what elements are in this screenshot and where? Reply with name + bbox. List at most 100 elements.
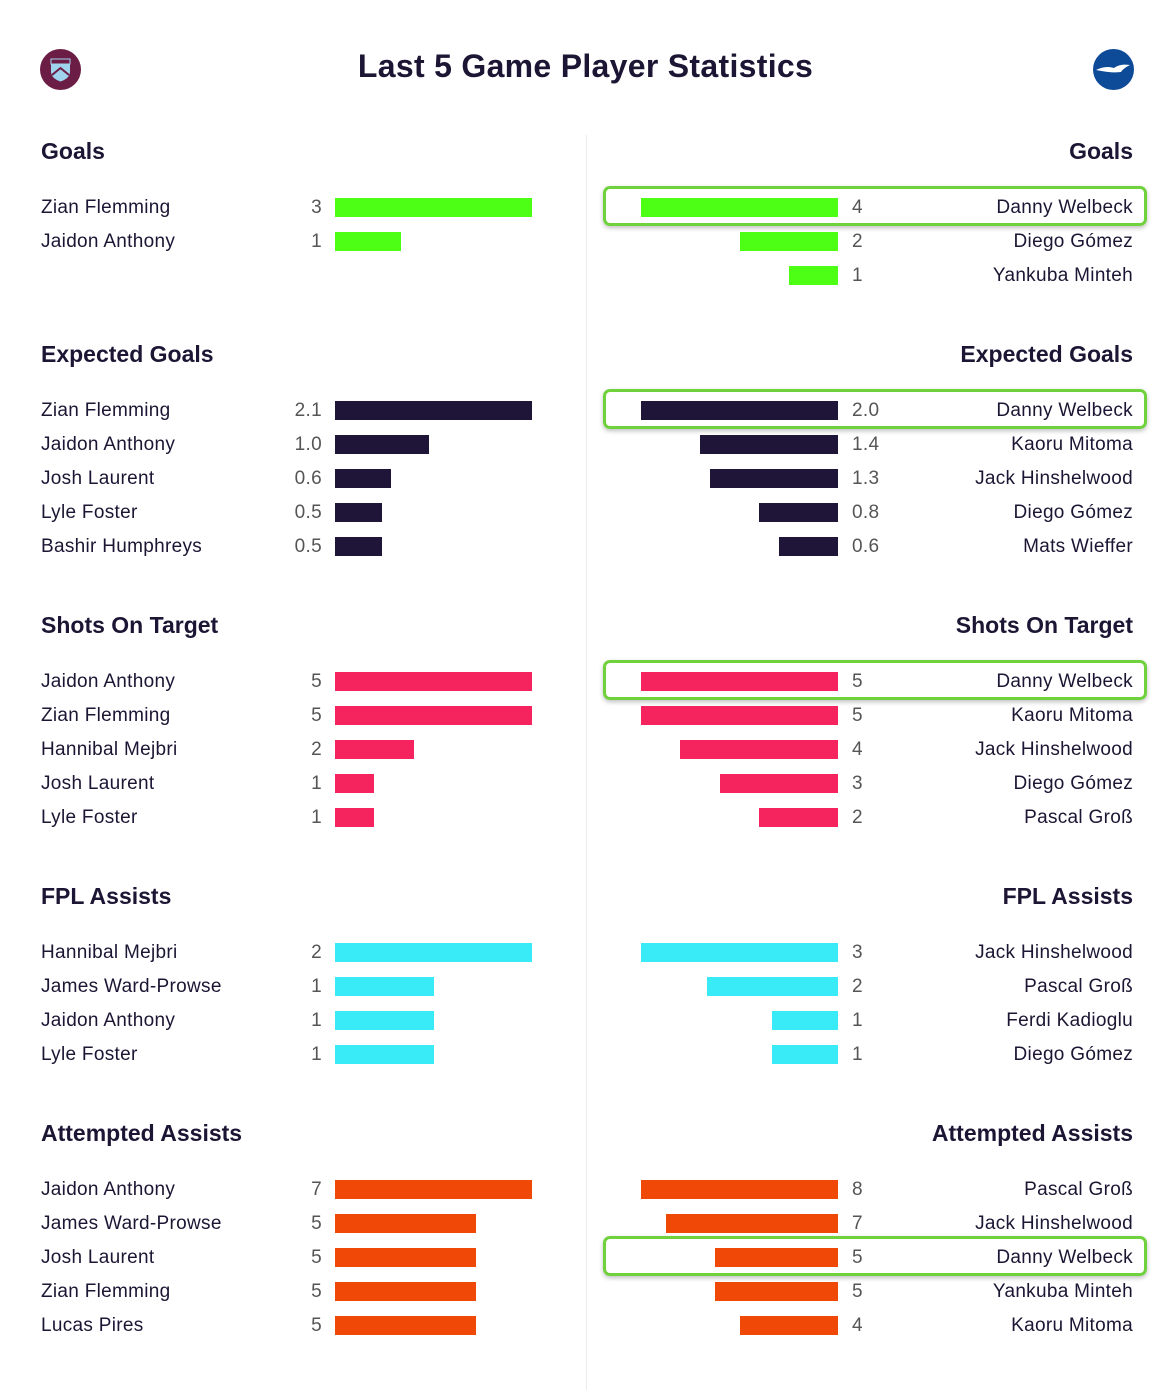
stat-value: 5 [852,705,863,726]
stat-bar [641,198,838,217]
stat-bar [335,232,401,251]
section-heading: Shots On Target [41,612,219,638]
stat-value: 2 [852,231,863,252]
stat-value: 3 [852,773,863,794]
player-stat-row: Jaidon Anthony 1 [0,225,586,259]
right-team-column: Expected Goals Danny Welbeck 2.0 Kaoru Mito… [586,339,1171,564]
highlight-box [603,389,1147,429]
stat-value: 5 [852,1247,863,1268]
stat-value: 1 [311,1010,322,1031]
player-stat-row: Jaidon Anthony 1 [0,1004,586,1038]
stat-value: 5 [852,671,863,692]
player-name: Ferdi Kadioglu [1006,1010,1133,1031]
stat-bar [335,1282,476,1301]
player-stat-row: Lyle Foster 1 [0,1038,586,1072]
player-stat-row: Kaoru Mitoma 1.4 [586,428,1171,462]
stat-bar [335,774,375,793]
player-stat-row: Pascal Groß 2 [586,801,1171,835]
player-stat-row: Jaidon Anthony 7 [0,1173,586,1207]
stat-section: Attempted Assists Jaidon Anthony 7 James Wa… [0,1118,1171,1343]
player-stat-row: Diego Gómez 0.8 [586,496,1171,530]
stat-value: 7 [852,1213,863,1234]
section-heading: Expected Goals [41,341,214,367]
player-name: Josh Laurent [41,773,155,794]
section-heading: Attempted Assists [931,1120,1133,1146]
stat-bar [335,1316,476,1335]
player-stat-row: Kaoru Mitoma 4 [586,1309,1171,1343]
player-stat-row: Lyle Foster 1 [0,801,586,835]
stat-bar [739,232,838,251]
player-name: Lucas Pires [41,1315,144,1336]
right-team-column: Shots On Target Danny Welbeck 5 Kaoru Mitom… [586,610,1171,835]
player-name: Lyle Foster [41,502,138,523]
stat-bar [739,1316,838,1335]
player-stat-row: Bashir Humphreys 0.5 [0,530,586,564]
player-name: Kaoru Mitoma [1011,705,1133,726]
player-name: Jack Hinshelwood [975,942,1133,963]
stat-bar [641,401,838,420]
player-stat-row: Zian Flemming 5 [0,1275,586,1309]
stat-value: 3 [852,942,863,963]
stat-value: 2 [852,976,863,997]
right-team-column: Attempted Assists Pascal Groß 8 Jack Hinshe… [586,1118,1171,1343]
left-team-column: Goals Zian Flemming 3 Jaidon Anthony 1 [0,136,586,293]
player-name: Jack Hinshelwood [975,1213,1133,1234]
stat-bar [335,503,382,522]
stat-value: 1 [311,976,322,997]
stat-bar [335,1180,532,1199]
player-stat-row: Diego Gómez 2 [586,225,1171,259]
highlight-box [603,660,1147,700]
player-stat-row: Danny Welbeck 5 [586,660,1171,700]
player-name: Jaidon Anthony [41,1010,176,1031]
brighton-seagull-logo [1093,49,1134,90]
section-heading: Expected Goals [960,341,1133,367]
player-name: Diego Gómez [1013,1044,1133,1065]
player-name: Diego Gómez [1013,502,1133,523]
player-name: Diego Gómez [1013,231,1133,252]
stat-bar [680,740,838,759]
player-name: Zian Flemming [41,197,171,218]
section-heading: FPL Assists [41,883,172,909]
stat-bar [719,774,838,793]
west-ham-crest-logo [40,49,81,90]
stat-value: 0.8 [852,502,880,523]
player-stat-row: Jack Hinshelwood 3 [586,936,1171,970]
section-heading: Goals [1069,138,1133,164]
stat-value: 4 [852,739,863,760]
stat-bar [714,1282,838,1301]
stat-bar [335,1045,434,1064]
section-heading: Goals [41,138,105,164]
stat-value: 2.0 [852,400,880,421]
player-name: Danny Welbeck [996,671,1133,692]
stat-value: 8 [852,1179,863,1200]
player-stat-row: Pascal Groß 8 [586,1173,1171,1207]
stat-bar [641,706,838,725]
player-name: Pascal Groß [1024,1179,1133,1200]
player-stat-row: Zian Flemming 3 [0,191,586,225]
player-name: Zian Flemming [41,705,171,726]
player-stat-row: Danny Welbeck 4 [586,186,1171,226]
stat-bar [335,1214,476,1233]
stat-section: Goals Zian Flemming 3 Jaidon Anthony 1 Goals D… [0,136,1171,293]
stat-bar [706,977,838,996]
stat-value: 2.1 [294,400,322,421]
stat-bar [772,1011,838,1030]
player-stat-row: Danny Welbeck 2.0 [586,389,1171,429]
player-name: James Ward-Prowse [41,1213,222,1234]
stat-value: 0.6 [294,468,322,489]
stat-bar [335,1011,434,1030]
player-name: Lyle Foster [41,1044,138,1065]
stat-bar [788,266,838,285]
player-name: Mats Wieffer [1023,536,1133,557]
player-stat-row: Lucas Pires 5 [0,1309,586,1343]
player-name: Jaidon Anthony [41,434,176,455]
player-name: Zian Flemming [41,1281,171,1302]
stat-bar [335,469,392,488]
player-name: Josh Laurent [41,1247,155,1268]
stat-value: 1 [311,773,322,794]
stat-bar [778,537,838,556]
stat-value: 1 [852,1044,863,1065]
stat-value: 1 [852,265,863,286]
stat-bar [335,1248,476,1267]
